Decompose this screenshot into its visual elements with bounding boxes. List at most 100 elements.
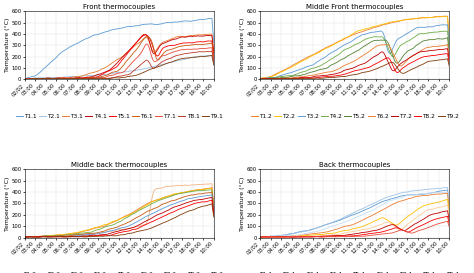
T3.3 bbox=[57, 233, 63, 236]
T9.2 bbox=[257, 77, 263, 81]
T1.3 bbox=[72, 233, 78, 236]
Line: T8.1: T8.1 bbox=[25, 51, 214, 79]
T4.4 bbox=[257, 235, 263, 239]
T6.4 bbox=[447, 216, 452, 219]
T2.4 bbox=[430, 187, 436, 191]
T7.3 bbox=[72, 235, 78, 238]
T9.1 bbox=[26, 78, 31, 81]
T3.3 bbox=[72, 231, 78, 235]
T4.4 bbox=[447, 209, 452, 212]
T2.4 bbox=[292, 232, 298, 235]
T8.4 bbox=[265, 235, 271, 239]
T2.1 bbox=[209, 54, 215, 57]
T5.2 bbox=[438, 37, 444, 40]
T4.1 bbox=[143, 33, 148, 36]
T7.2 bbox=[445, 47, 450, 50]
T8.4 bbox=[257, 236, 263, 239]
T4.2 bbox=[445, 29, 450, 33]
T4.3 bbox=[207, 188, 213, 192]
T7.1 bbox=[29, 77, 35, 81]
T4.3 bbox=[72, 233, 78, 236]
T8.1 bbox=[22, 77, 27, 81]
T3.2 bbox=[447, 45, 452, 48]
T7.4 bbox=[438, 210, 444, 214]
T3.1 bbox=[35, 78, 41, 81]
T1.1 bbox=[195, 18, 201, 22]
T2.1 bbox=[29, 77, 35, 80]
T9.3 bbox=[209, 202, 215, 206]
T8.2 bbox=[445, 52, 450, 55]
T3.2 bbox=[269, 76, 274, 79]
Line: T2.1: T2.1 bbox=[25, 56, 214, 79]
T1.4 bbox=[445, 188, 450, 192]
T3.3 bbox=[211, 206, 217, 210]
T3.4 bbox=[257, 236, 263, 239]
Line: T3.4: T3.4 bbox=[260, 192, 449, 237]
T8.4 bbox=[308, 235, 313, 239]
T2.1 bbox=[211, 63, 217, 67]
T1.4 bbox=[308, 228, 313, 231]
T9.2 bbox=[293, 77, 299, 80]
T1.2 bbox=[443, 14, 448, 18]
T8.4 bbox=[292, 235, 298, 239]
T8.1 bbox=[58, 77, 64, 80]
T5.1 bbox=[33, 77, 39, 80]
T5.1 bbox=[22, 78, 27, 81]
T9.1 bbox=[211, 64, 217, 67]
T5.4 bbox=[292, 235, 298, 238]
T2.1 bbox=[33, 76, 39, 79]
T3.1 bbox=[22, 77, 27, 81]
Line: T5.3: T5.3 bbox=[25, 192, 214, 237]
T2.2 bbox=[437, 15, 443, 19]
Line: T9.3: T9.3 bbox=[25, 204, 214, 237]
T9.4 bbox=[430, 224, 436, 227]
T6.4 bbox=[257, 236, 263, 239]
T6.1 bbox=[145, 35, 150, 38]
Line: T9.1: T9.1 bbox=[25, 55, 214, 79]
T6.2 bbox=[257, 78, 263, 81]
T1.3 bbox=[209, 182, 215, 185]
T4.1 bbox=[72, 76, 78, 80]
T3.3 bbox=[22, 236, 27, 239]
T5.2 bbox=[257, 78, 263, 81]
T7.3 bbox=[201, 197, 207, 201]
T3.2 bbox=[430, 25, 436, 28]
T6.3 bbox=[201, 194, 207, 198]
T8.2 bbox=[430, 54, 436, 57]
Line: T3.1: T3.1 bbox=[25, 34, 214, 79]
T5.3 bbox=[211, 209, 217, 212]
T1.1 bbox=[29, 75, 35, 78]
T9.4 bbox=[292, 235, 298, 239]
T7.1 bbox=[211, 59, 217, 62]
Title: Middle Front thermocouples: Middle Front thermocouples bbox=[306, 4, 403, 10]
T2.2 bbox=[292, 63, 298, 67]
T6.1 bbox=[22, 78, 27, 81]
T8.1 bbox=[211, 60, 217, 64]
T1.1 bbox=[201, 18, 207, 21]
T8.1 bbox=[209, 49, 215, 52]
T8.4 bbox=[445, 215, 450, 218]
T9.3 bbox=[29, 235, 35, 239]
Line: T9.2: T9.2 bbox=[260, 59, 449, 79]
T7.4 bbox=[445, 209, 450, 212]
T9.4 bbox=[269, 235, 274, 238]
T2.2 bbox=[444, 15, 449, 18]
T5.4 bbox=[437, 200, 443, 203]
T2.3 bbox=[195, 188, 201, 191]
T6.2 bbox=[445, 43, 450, 46]
T8.3 bbox=[211, 213, 217, 217]
T3.4 bbox=[308, 231, 313, 234]
T1.3 bbox=[201, 183, 207, 186]
T1.2 bbox=[430, 16, 436, 19]
T8.1 bbox=[35, 77, 41, 81]
T5.1 bbox=[196, 40, 201, 43]
Line: T4.2: T4.2 bbox=[260, 31, 449, 79]
T7.4 bbox=[293, 235, 299, 239]
T2.4 bbox=[265, 235, 271, 238]
T5.4 bbox=[257, 236, 263, 239]
T8.3 bbox=[57, 235, 63, 238]
T5.4 bbox=[265, 235, 271, 238]
T7.1 bbox=[197, 47, 202, 50]
T9.2 bbox=[262, 77, 268, 81]
T9.1 bbox=[209, 54, 215, 57]
